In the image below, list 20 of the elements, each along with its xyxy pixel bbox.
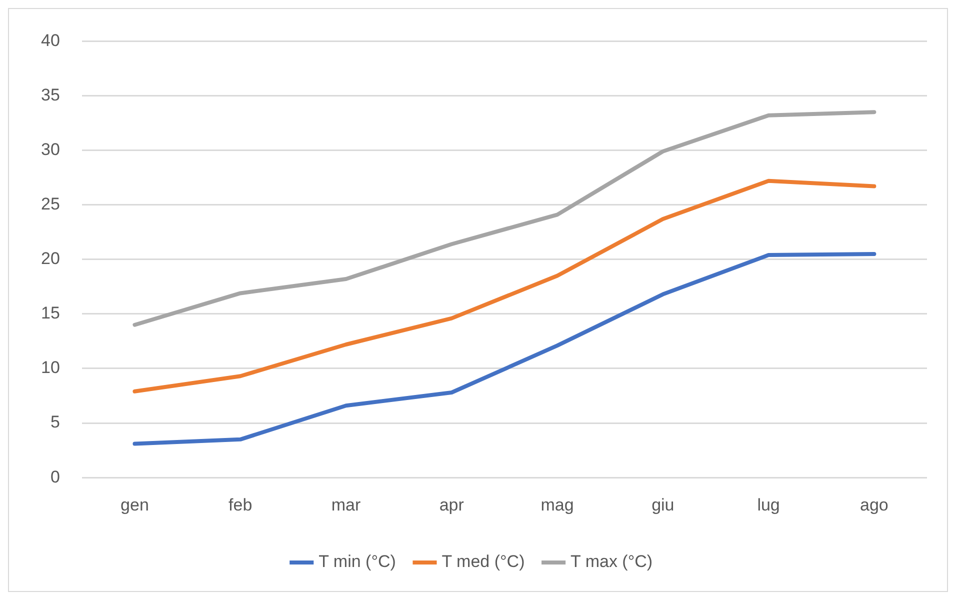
x-tick-label: giu bbox=[652, 495, 674, 514]
x-tick-label: mar bbox=[331, 495, 361, 514]
y-tick-label: 35 bbox=[40, 85, 60, 104]
y-tick-label: 20 bbox=[40, 249, 60, 268]
legend-label: T min (°C) bbox=[318, 552, 396, 572]
x-tick-label: lug bbox=[757, 495, 780, 514]
x-tick-label: feb bbox=[228, 495, 252, 514]
y-tick-label: 30 bbox=[40, 140, 60, 159]
legend-label: T med (°C) bbox=[442, 552, 525, 572]
y-tick-label: 25 bbox=[40, 194, 60, 214]
y-tick-label: 5 bbox=[50, 412, 60, 432]
legend-label: T max (°C) bbox=[570, 552, 653, 572]
y-tick-label: 0 bbox=[50, 467, 60, 486]
y-tick-label: 15 bbox=[40, 304, 60, 323]
x-tick-label: mag bbox=[540, 495, 574, 514]
y-tick-label: 40 bbox=[40, 30, 60, 50]
x-tick-label: gen bbox=[120, 495, 149, 514]
x-tick-label: ago bbox=[860, 495, 888, 514]
x-tick-label: apr bbox=[439, 495, 464, 514]
y-tick-label: 10 bbox=[40, 358, 60, 378]
